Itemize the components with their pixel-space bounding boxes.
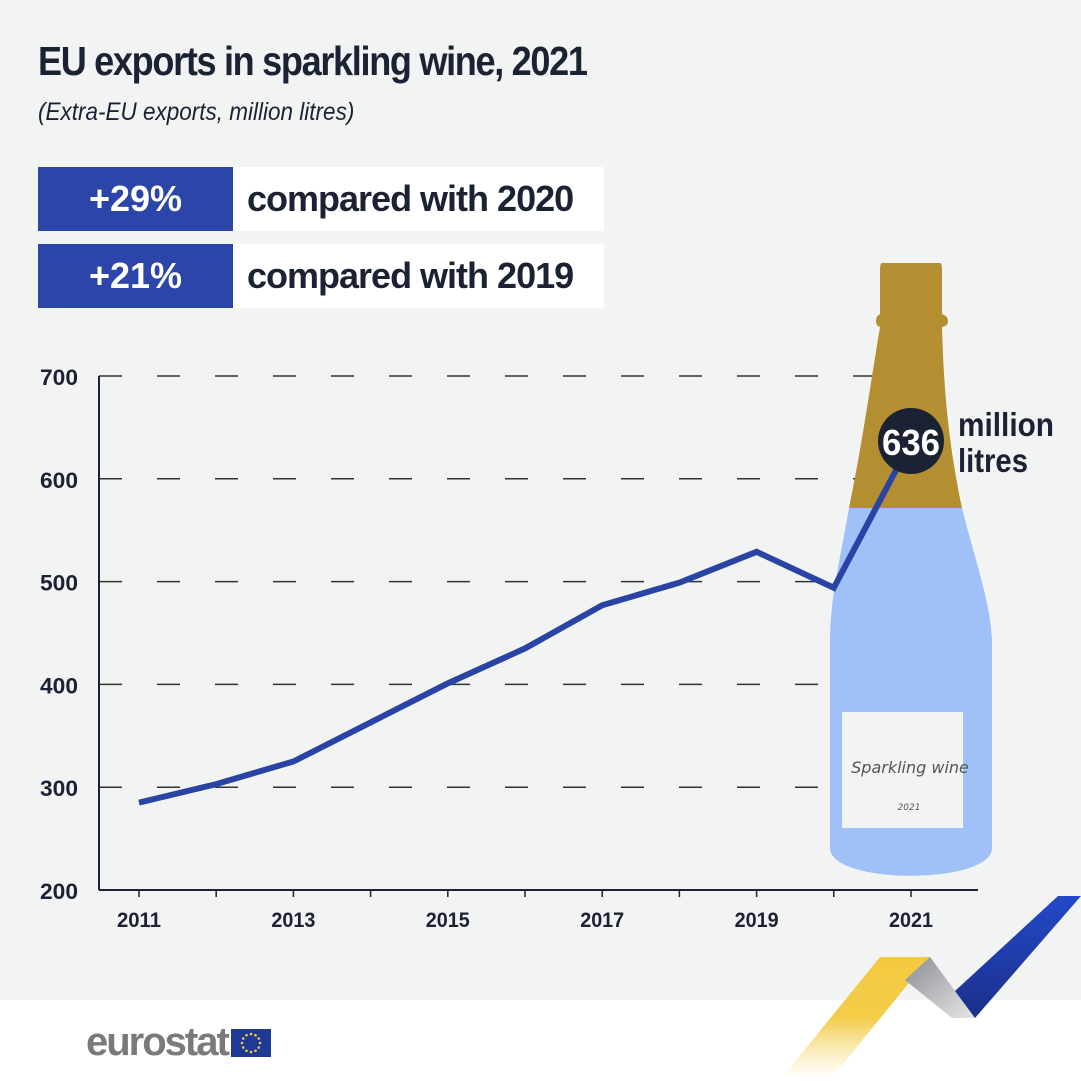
callout-unit-line2: litres <box>958 442 1028 479</box>
flag-star <box>249 1050 253 1053</box>
y-tick-label: 600 <box>40 468 78 493</box>
stat-vs-2020: +29% compared with 2020 <box>38 167 604 231</box>
stat-label: compared with 2020 <box>233 167 604 231</box>
flag-star <box>254 1033 257 1037</box>
series-line <box>138 440 914 806</box>
logo-text: eurostat <box>86 1020 230 1064</box>
y-tick-label: 500 <box>40 571 78 596</box>
x-tick-label: 2019 <box>735 909 779 932</box>
y-tick-label: 700 <box>40 365 78 390</box>
page-title: EU exports in sparkling wine, 2021 <box>38 38 588 84</box>
x-tick-label: 2013 <box>271 909 315 932</box>
flag-star <box>257 1045 260 1049</box>
y-tick-label: 300 <box>40 776 78 801</box>
flag-star <box>249 1032 253 1035</box>
callout-unit-line1: million <box>958 406 1054 443</box>
page-subtitle: (Extra-EU exports, million litres) <box>38 98 355 126</box>
flag-star <box>245 1033 248 1037</box>
flag-star <box>241 1036 245 1040</box>
stat-value: +21% <box>38 244 233 308</box>
stat-value: +29% <box>38 167 233 231</box>
eurostat-logo: eurostat <box>86 1020 271 1065</box>
value-callout: 636 million litres <box>878 406 1054 479</box>
stat-label: compared with 2019 <box>233 244 604 308</box>
callout-circle <box>878 408 944 474</box>
bottle-illustration: Sparkling wine 2021 <box>830 263 992 876</box>
y-tick-label: 200 <box>40 879 78 904</box>
bottle-label-year: 2021 <box>898 803 921 813</box>
flag-star <box>258 1041 262 1044</box>
flag-star <box>241 1045 245 1049</box>
callout-value: 636 <box>882 422 940 463</box>
bottle-label-name: Sparkling wine <box>851 758 969 777</box>
flag-star <box>240 1041 244 1044</box>
eu-flag-icon <box>230 1028 271 1057</box>
flag-star <box>254 1048 257 1052</box>
flag-star <box>257 1036 260 1040</box>
x-tick-label: 2011 <box>117 909 161 932</box>
y-tick-label: 400 <box>40 673 78 698</box>
bottle-label <box>842 712 963 828</box>
stat-vs-2019: +21% compared with 2019 <box>38 244 604 308</box>
x-tick-label: 2017 <box>580 909 624 932</box>
x-tick-label: 2021 <box>889 909 933 932</box>
decorative-ribbon <box>780 896 1081 1080</box>
x-tick-label: 2015 <box>426 909 470 932</box>
flag-star <box>245 1048 248 1052</box>
